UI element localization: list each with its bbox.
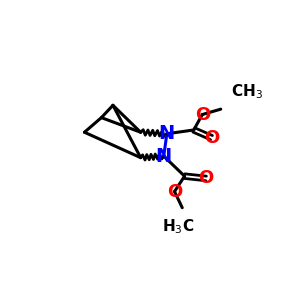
Text: N: N xyxy=(159,124,175,143)
Text: CH$_3$: CH$_3$ xyxy=(231,83,263,101)
Text: O: O xyxy=(167,182,182,200)
Text: H$_3$C: H$_3$C xyxy=(162,217,195,236)
Text: N: N xyxy=(156,147,172,166)
Text: O: O xyxy=(199,169,214,188)
Text: O: O xyxy=(204,129,219,147)
Text: O: O xyxy=(195,106,210,124)
